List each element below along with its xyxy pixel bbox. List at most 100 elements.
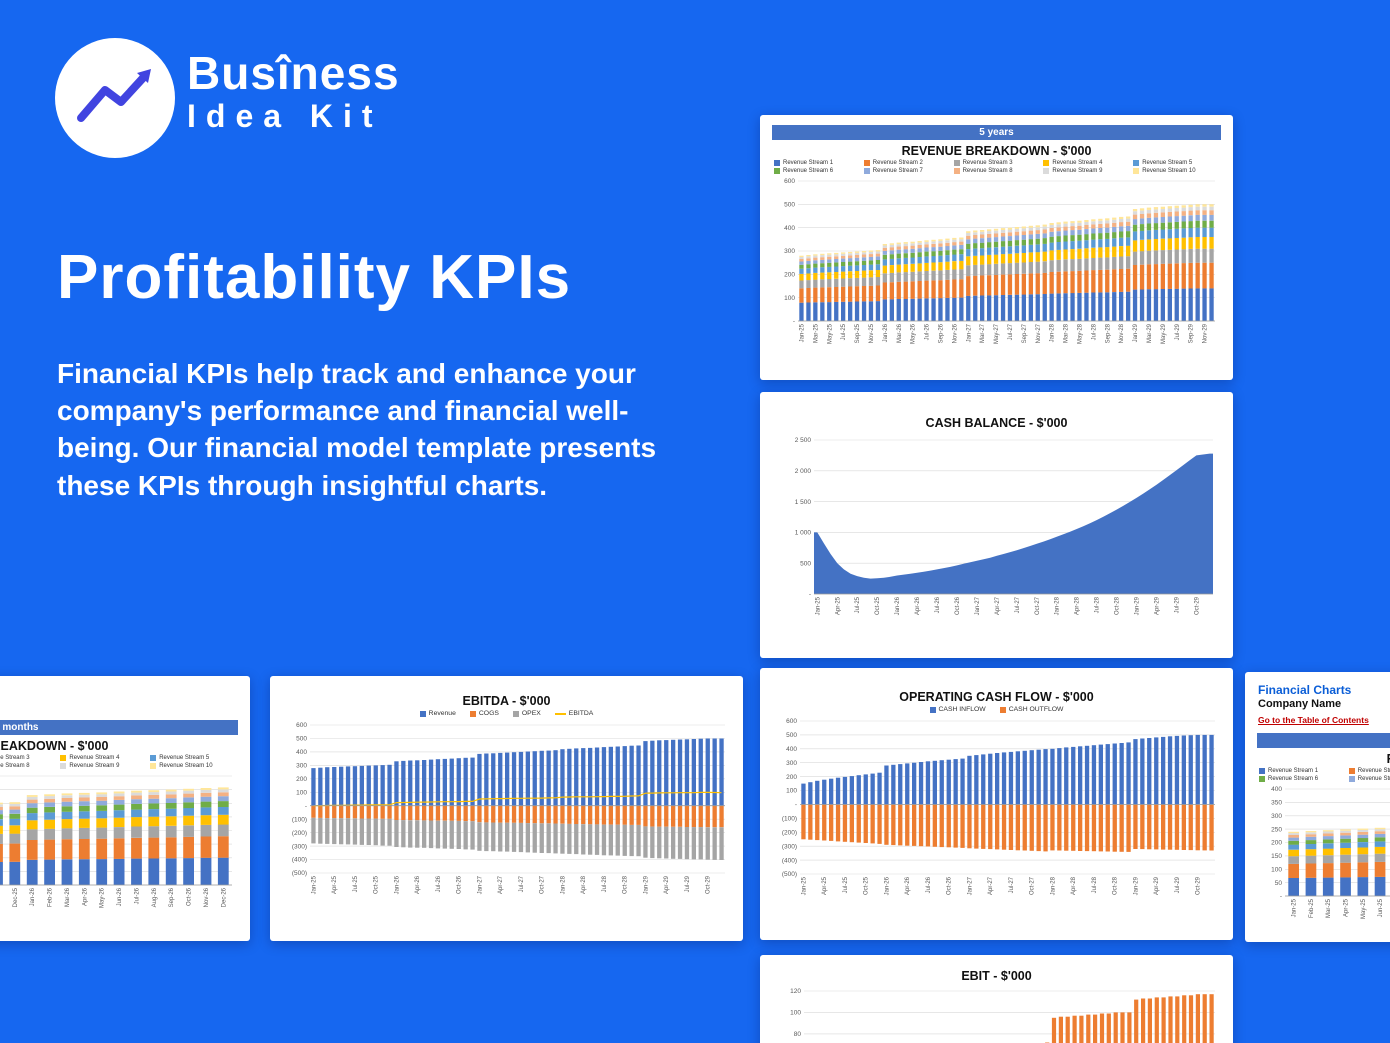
svg-text:Jul-26: Jul-26 xyxy=(134,887,140,904)
ebitda-chart: (500) (400) (300) (200) (100) - 100 200 300 400 50… xyxy=(280,721,733,919)
svg-text:Aug-26: Aug-26 xyxy=(152,887,158,907)
svg-text:Mar-28: Mar-28 xyxy=(1064,323,1070,343)
legend-item: Revenue Stream 4 xyxy=(1043,160,1129,166)
legend-item: Revenue Stream 7 xyxy=(863,168,950,174)
legend-label: Revenue Stream 4 xyxy=(1052,160,1103,166)
legend-item: CASH INFLOW xyxy=(929,706,986,713)
svg-text:Jan-27: Jan-27 xyxy=(966,323,972,342)
svg-text:Jul-28: Jul-28 xyxy=(1092,876,1098,893)
legend-marker xyxy=(1348,768,1355,774)
svg-text:300: 300 xyxy=(784,248,795,255)
svg-text:-: - xyxy=(305,803,307,810)
svg-text:Jul-26: Jul-26 xyxy=(436,875,442,892)
legend-label: Revenue Stream 8 xyxy=(962,168,1013,174)
svg-text:Jul-29: Jul-29 xyxy=(685,875,691,892)
legend-item: Revenue Stream 2 xyxy=(863,160,950,166)
svg-text:200: 200 xyxy=(296,776,307,783)
cash-balance-chart: - 500 1 000 1 500 2 000 2 500 Jan-25 Apr-25 Jul-… xyxy=(770,432,1223,642)
legend-label: EBITDA xyxy=(568,710,594,717)
svg-text:Mar-26: Mar-26 xyxy=(897,323,903,343)
svg-text:Apr-27: Apr-27 xyxy=(995,596,1001,615)
svg-text:Oct-25: Oct-25 xyxy=(875,596,881,615)
svg-text:Sep-27: Sep-27 xyxy=(1022,323,1028,343)
ebitda-card: EBITDA - $'000 Revenue COGS OPEX EBITDA (50… xyxy=(270,676,743,941)
svg-text:Jan-25: Jan-25 xyxy=(1292,898,1298,917)
legend-item: Revenue Stream 6 xyxy=(774,168,860,174)
legend-label: OPEX xyxy=(521,710,541,717)
legend-label: Revenue Stream 8 xyxy=(0,763,30,769)
legend-label: Revenue Stream 10 xyxy=(159,763,213,769)
svg-text:400: 400 xyxy=(784,225,795,232)
svg-text:Jan-26: Jan-26 xyxy=(30,887,36,906)
cash-balance-card: CASH BALANCE - $'000 - 500 1 000 1 500 2 000… xyxy=(760,392,1233,658)
svg-text:Apr-29: Apr-29 xyxy=(1155,596,1161,615)
svg-text:Apr-26: Apr-26 xyxy=(82,887,88,906)
svg-text:Jan-28: Jan-28 xyxy=(1051,876,1057,895)
operating-cash-flow-chart: (500) (400) (300) (200) (100) - 100 200 300 400 50… xyxy=(770,717,1223,920)
svg-text:Jan-28: Jan-28 xyxy=(561,875,567,894)
legend-label: Revenue Stream 10 xyxy=(1142,168,1196,174)
svg-text:-: - xyxy=(809,591,811,598)
legend-marker xyxy=(1043,168,1050,174)
svg-text:200: 200 xyxy=(786,774,797,781)
svg-text:600: 600 xyxy=(296,722,307,729)
svg-text:Oct-27: Oct-27 xyxy=(1035,596,1041,615)
svg-text:(100): (100) xyxy=(292,816,307,823)
svg-text:Nov-26: Nov-26 xyxy=(952,323,958,343)
svg-text:Jan-27: Jan-27 xyxy=(968,876,974,895)
legend-item: Revenue Stream 6 xyxy=(1259,776,1345,782)
legend-label: Revenue Stream 7 xyxy=(1357,776,1390,782)
svg-text:Nov-25: Nov-25 xyxy=(0,887,1,907)
svg-text:Oct-29: Oct-29 xyxy=(1194,596,1200,615)
legend-item: Revenue Stream 7 xyxy=(1348,776,1390,782)
legend-label: CASH OUTFLOW xyxy=(1008,706,1064,713)
table-of-contents-link[interactable]: Go to the Table of Contents xyxy=(1258,715,1369,725)
svg-text:Jan-25: Jan-25 xyxy=(800,323,806,342)
chart-legend: Revenue COGS OPEX EBITDA xyxy=(280,710,733,717)
legend-label: Revenue Stream 9 xyxy=(1052,168,1103,174)
svg-text:80: 80 xyxy=(794,1031,802,1038)
financial-charts-card: Financial Charts Company Name Go to the … xyxy=(1245,672,1390,942)
svg-text:Jan-25: Jan-25 xyxy=(312,875,318,894)
legend-item: Revenue Stream 9 xyxy=(1043,168,1129,174)
svg-text:200: 200 xyxy=(784,272,795,279)
svg-text:Oct-26: Oct-26 xyxy=(955,596,961,615)
svg-text:Jul-26: Jul-26 xyxy=(926,876,932,893)
legend-label: Revenue Stream 1 xyxy=(783,160,834,166)
svg-text:Feb-25: Feb-25 xyxy=(1309,898,1315,918)
legend-marker xyxy=(1348,776,1355,782)
svg-text:May-29: May-29 xyxy=(1161,323,1167,344)
legend-item: Revenue Stream 3 xyxy=(0,755,56,761)
svg-text:400: 400 xyxy=(786,746,797,753)
legend-item: Revenue Stream 3 xyxy=(953,160,1040,166)
legend-item: Revenue Stream 1 xyxy=(774,160,860,166)
svg-text:100: 100 xyxy=(1271,867,1282,874)
legend-marker xyxy=(999,706,1006,713)
legend-label: Revenue Stream 7 xyxy=(872,168,923,174)
svg-text:2 500: 2 500 xyxy=(795,437,812,444)
revenue-breakdown-mini-chart: - 50 100 150 200 250 300 350 400 Jan-25 Feb-25 Mar-… xyxy=(1255,786,1390,932)
svg-text:Nov-28: Nov-28 xyxy=(1119,323,1125,343)
legend-label: COGS xyxy=(478,710,499,717)
svg-text:300: 300 xyxy=(786,760,797,767)
svg-text:Apr-27: Apr-27 xyxy=(988,876,994,895)
svg-text:600: 600 xyxy=(786,718,797,725)
legend-marker xyxy=(1133,160,1140,166)
svg-text:Apr-28: Apr-28 xyxy=(1075,596,1081,615)
svg-text:Jul-27: Jul-27 xyxy=(1015,596,1021,613)
svg-text:Jul-25: Jul-25 xyxy=(353,875,359,892)
svg-text:May-28: May-28 xyxy=(1078,323,1084,344)
svg-text:1 000: 1 000 xyxy=(795,530,812,537)
svg-text:200: 200 xyxy=(1271,840,1282,847)
svg-text:Oct-28: Oct-28 xyxy=(1115,596,1121,615)
legend-label: Revenue Stream 3 xyxy=(0,755,30,761)
legend-item: Revenue Stream 8 xyxy=(0,763,56,769)
legend-marker xyxy=(512,710,519,717)
svg-text:Oct-26: Oct-26 xyxy=(457,875,463,894)
svg-text:Jun-26: Jun-26 xyxy=(117,887,123,906)
legend-label: Revenue Stream 4 xyxy=(69,755,120,761)
legend-item: Revenue Stream 2 xyxy=(1348,768,1390,774)
